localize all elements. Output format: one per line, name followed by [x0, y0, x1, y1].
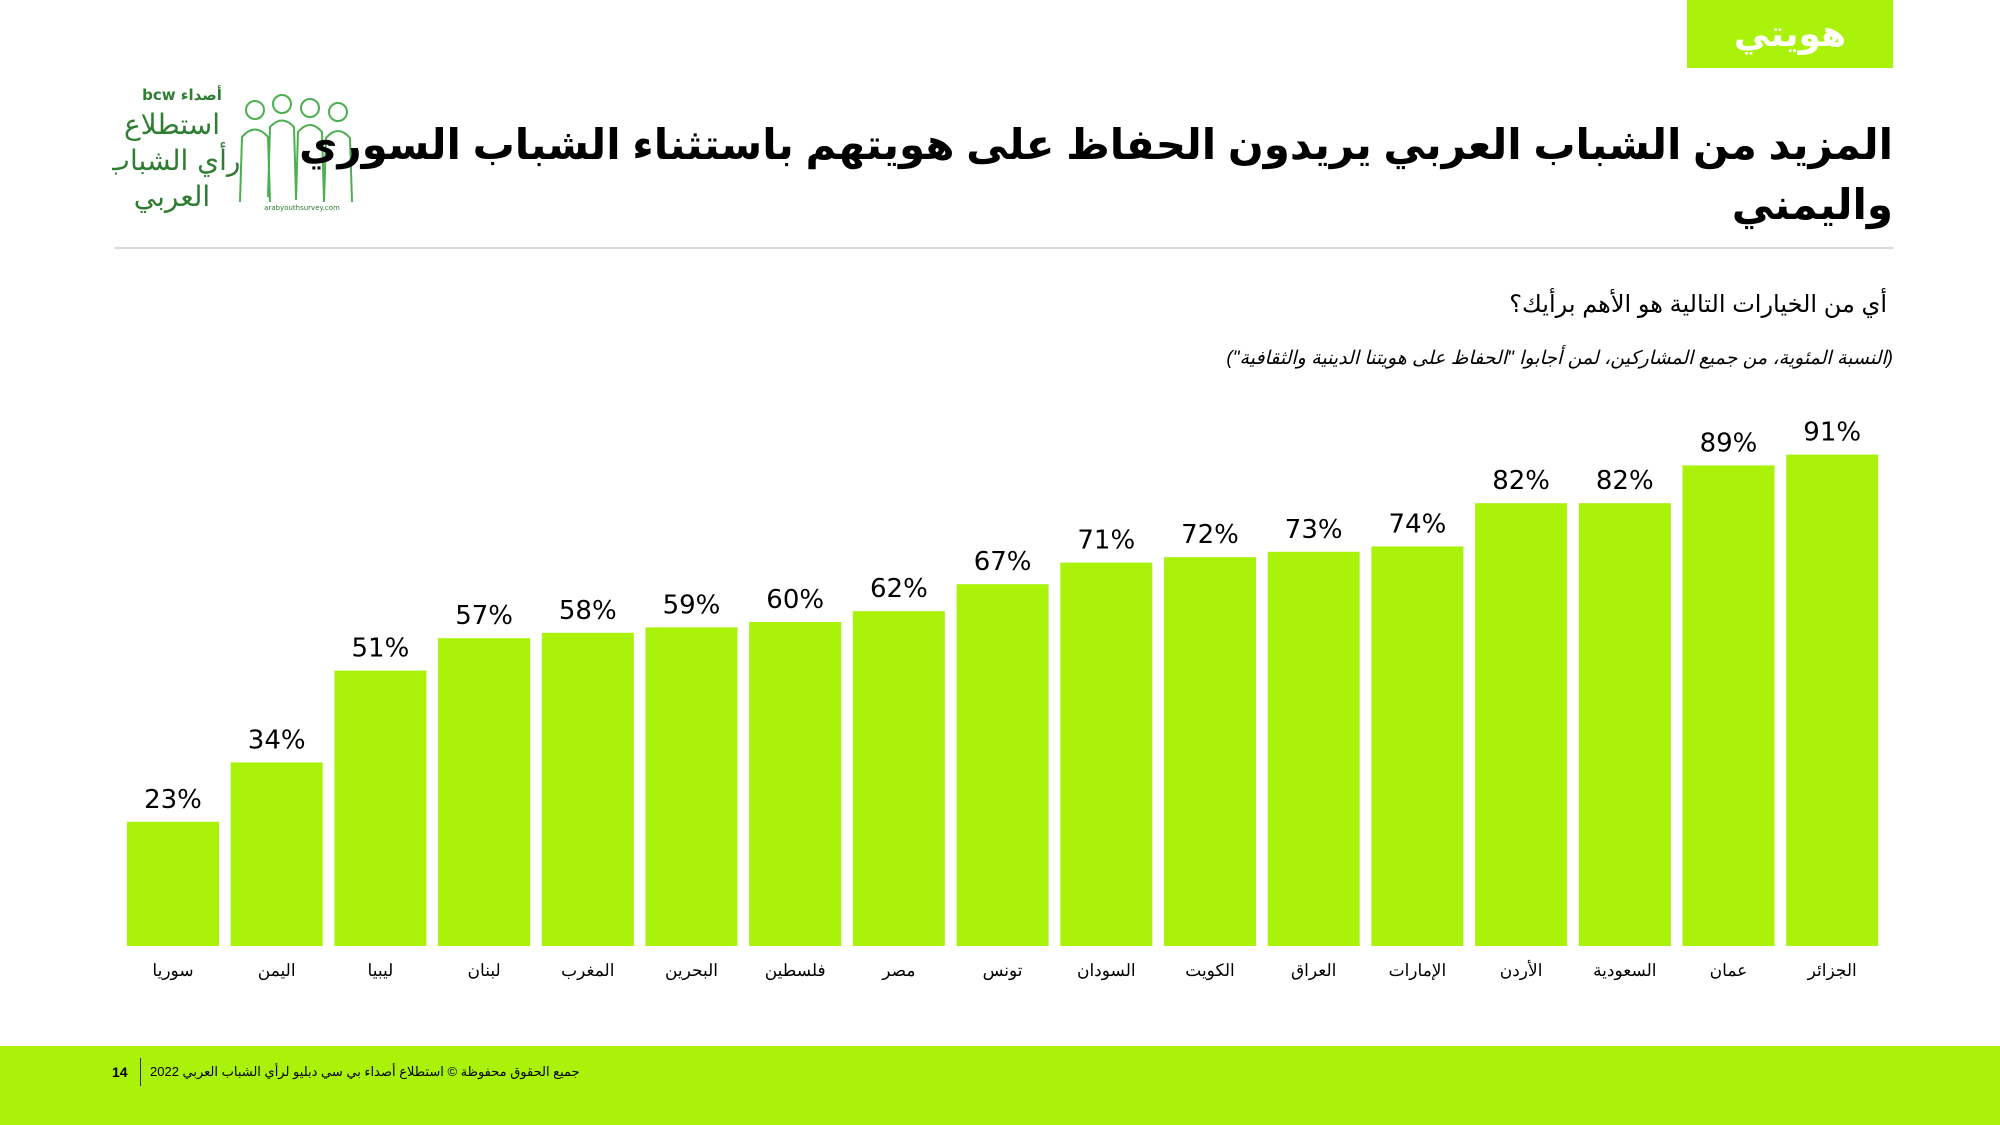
category-label: السودان: [1077, 961, 1136, 981]
bar-value-label: 67%: [974, 547, 1032, 577]
bar-value-label: 74%: [1389, 509, 1447, 539]
category-label: الأردن: [1500, 960, 1543, 981]
category-label: المغرب: [561, 961, 614, 981]
category-label: الكويت: [1185, 961, 1235, 981]
bar-15: [1578, 503, 1671, 946]
bar-value-label: 60%: [766, 585, 824, 615]
bar-value-label: 51%: [352, 634, 410, 664]
logo-line-3: العربي: [134, 180, 210, 213]
logo-figures-icon: [239, 94, 353, 203]
bar-17: [1786, 454, 1879, 946]
title-divider: [114, 247, 1894, 249]
bar-value-label: 58%: [559, 596, 617, 626]
page-number: 14: [112, 1064, 128, 1080]
footer-bar: [0, 1046, 2000, 1125]
category-label: سوريا: [152, 961, 193, 981]
category-label: اليمن: [258, 961, 296, 981]
bar-10: [1060, 562, 1153, 946]
category-label: العراق: [1291, 961, 1336, 981]
page-title: المزيد من الشباب العربي يريدون الحفاظ عل…: [298, 121, 1893, 228]
category-label: الجزائر: [1807, 961, 1857, 981]
bar-value-label: 59%: [663, 590, 721, 620]
bar-7: [749, 622, 842, 946]
category-label: البحرين: [665, 961, 718, 981]
bar-5: [541, 632, 634, 946]
bar-2: [230, 762, 323, 946]
chart-note: (النسبة المئوية، من جميع المشاركين، لمن …: [1226, 348, 1893, 369]
bar-13: [1371, 546, 1464, 946]
bar-chart: 23% سوريا 34% اليمن 51% ليبيا 57% لبنان 58% المغر…: [127, 418, 1879, 981]
bar-value-label: 82%: [1492, 466, 1550, 496]
bar-1: [127, 821, 219, 946]
survey-question: أي من الخيارات التالية هو الأهم برأيك؟: [1509, 291, 1887, 318]
bar-12: [1267, 551, 1360, 946]
bar-4: [438, 638, 531, 946]
bar-value-label: 72%: [1181, 520, 1239, 550]
logo-url: arabyouthsurvey.com: [264, 204, 340, 212]
bar-value-label: 91%: [1803, 418, 1861, 448]
bar-value-label: 73%: [1285, 515, 1343, 545]
category-label: ليبيا: [368, 961, 394, 980]
category-label: الإمارات: [1389, 961, 1447, 981]
category-label: تونس: [983, 961, 1023, 981]
category-label: عمان: [1710, 961, 1748, 980]
bar-value-label: 34%: [248, 725, 306, 755]
logo-line-1: استطلاع: [124, 108, 220, 141]
arab-youth-survey-logo: bcw أصداء استطلاع رأي الشباب العربي arab…: [104, 82, 364, 217]
logo-line-2: رأي الشباب: [112, 141, 240, 177]
bar-8: [852, 611, 945, 946]
section-tag: هويتي: [1687, 0, 1893, 68]
bar-value-label: 23%: [144, 785, 202, 815]
footer-separator: [140, 1058, 141, 1086]
bar-16: [1682, 465, 1775, 946]
copyright-text: جميع الحقوق محفوظة © استطلاع أصداء بي سي…: [150, 1064, 580, 1079]
bar-6: [645, 627, 738, 946]
logo-brand-small: bcw أصداء: [142, 85, 222, 104]
bar-9: [956, 584, 1049, 946]
bar-value-label: 71%: [1077, 526, 1135, 556]
bar-3: [334, 670, 427, 946]
category-label: السعودية: [1593, 961, 1656, 981]
bar-value-label: 89%: [1700, 428, 1758, 458]
bar-11: [1164, 557, 1256, 946]
bar-14: [1475, 503, 1568, 946]
category-label: لبنان: [468, 961, 501, 980]
category-label: فلسطين: [765, 961, 826, 981]
bar-value-label: 57%: [455, 601, 513, 631]
bar-value-label: 62%: [870, 574, 928, 604]
category-label: مصر: [881, 961, 915, 981]
bar-value-label: 82%: [1596, 466, 1654, 496]
